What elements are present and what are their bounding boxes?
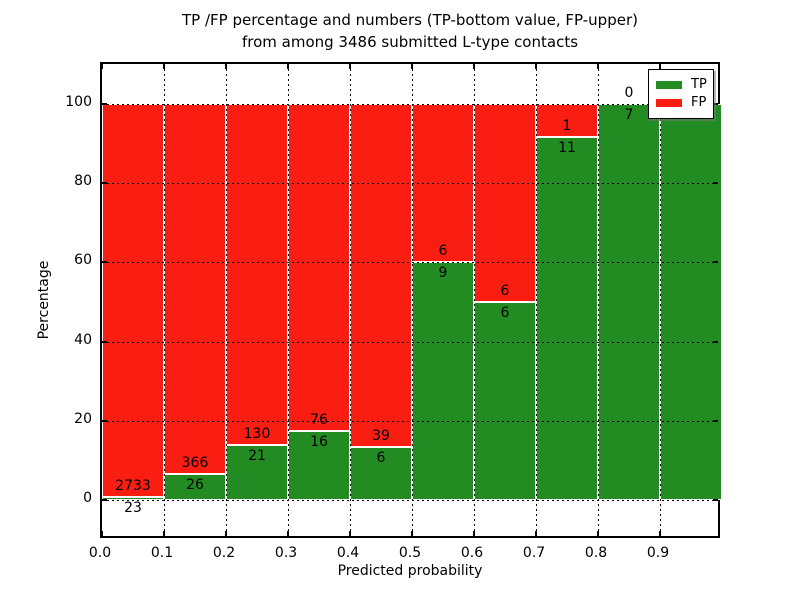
tick-left-60 (102, 261, 107, 264)
gridline-y-100 (102, 103, 718, 105)
tp-legend-swatch (656, 81, 682, 89)
tick-bottom-0.9 (659, 531, 661, 536)
gridline-y-20 (102, 421, 718, 422)
chart-title: TP /FP percentage and numbers (TP-bottom… (100, 9, 720, 53)
gridline-x-0.3 (288, 64, 289, 536)
x-tick-label-0.2: 0.2 (212, 545, 236, 561)
legend-label-tp: TP (691, 77, 707, 92)
bar-segment-fp-7 (536, 103, 598, 137)
tick-top-0.3 (287, 64, 289, 69)
tick-right-20 (713, 420, 718, 422)
x-tick-label-0.9: 0.9 (646, 545, 670, 561)
bar-segment-tp-4 (350, 447, 412, 501)
legend-row-fp: FP (656, 94, 706, 112)
y-axis-label: Percentage (36, 260, 52, 340)
tick-right-80 (713, 182, 718, 184)
bar-segment-tp-7 (536, 136, 598, 501)
bar-segment-tp-9 (660, 103, 722, 501)
bar-segment-tp-5 (412, 262, 474, 501)
bar-segment-fp-3 (288, 103, 350, 432)
x-tick-label-0.4: 0.4 (336, 545, 360, 561)
tick-bottom-0.2 (225, 531, 227, 536)
gridline-y-40 (102, 341, 718, 343)
tick-left-100 (102, 102, 107, 105)
tick-top-0.2 (225, 64, 227, 69)
legend-row-tp: TP (656, 76, 707, 94)
tick-left-20 (102, 420, 107, 422)
fp-legend-swatch (656, 99, 682, 107)
bar-segment-tp-2 (226, 445, 288, 501)
tp-count-label-0: 23 (124, 500, 142, 517)
tick-top-0.5 (411, 64, 413, 69)
chart-title-line1: TP /FP percentage and numbers (TP-bottom… (182, 11, 638, 29)
bar-segment-tp-8 (598, 103, 660, 501)
bar-segment-fp-5 (412, 103, 474, 263)
bar-segment-tp-0 (102, 497, 164, 501)
x-tick-label-0.7: 0.7 (522, 545, 546, 561)
tick-bottom-0.0 (101, 531, 103, 536)
bar-segment-fp-6 (474, 103, 536, 302)
y-tick-label-80: 80 (74, 173, 92, 189)
gridline-x-0.7 (536, 64, 537, 536)
tick-right-60 (713, 261, 718, 264)
y-tick-label-0: 0 (83, 490, 92, 507)
bar-segment-tp-1 (164, 474, 226, 501)
tick-top-0.6 (473, 64, 475, 69)
y-tick-label-40: 40 (74, 331, 92, 348)
chart-title-line2: from among 3486 submitted L-type contact… (241, 33, 579, 51)
tick-bottom-0.8 (597, 531, 599, 536)
x-axis-label: Predicted probability (337, 563, 483, 579)
x-tick-label-0.5: 0.5 (398, 545, 422, 561)
x-tick-label-0.1: 0.1 (150, 545, 174, 561)
tick-top-0.4 (349, 64, 351, 69)
tick-right-0 (713, 499, 718, 502)
y-tick-label-20: 20 (74, 411, 92, 427)
tick-top-0.1 (163, 64, 165, 69)
gridline-x-0.1 (164, 64, 165, 536)
gridline-x-0.9 (660, 64, 661, 536)
bar-segment-tp-6 (474, 302, 536, 501)
tick-top-0.9 (659, 64, 661, 69)
gridline-y-60 (102, 262, 718, 264)
tick-right-100 (713, 102, 718, 105)
y-tick-label-100: 100 (65, 93, 92, 110)
x-tick-label-0.6: 0.6 (460, 545, 484, 561)
tick-bottom-0.1 (163, 531, 165, 536)
bar-segment-tp-3 (288, 431, 350, 501)
y-tick-label-60: 60 (74, 252, 92, 269)
tick-bottom-0.3 (287, 531, 289, 536)
bar-segment-fp-2 (226, 103, 288, 446)
plot-area: 2733233662613021761639669661110704TPFP (100, 62, 722, 538)
gridline-y-80 (102, 183, 718, 184)
x-tick-label-0.3: 0.3 (274, 545, 298, 561)
tick-bottom-0.7 (535, 531, 537, 536)
bar-segment-fp-0 (102, 103, 164, 497)
gridline-x-0.2 (226, 64, 227, 536)
bar-segment-fp-1 (164, 103, 226, 474)
tick-bottom-0.4 (349, 531, 351, 536)
legend-label-fp: FP (691, 95, 707, 110)
tick-bottom-0.5 (411, 531, 413, 536)
legend: TP FP (648, 69, 714, 119)
tick-top-0.7 (535, 64, 537, 69)
tick-left-0 (102, 499, 107, 502)
tick-left-80 (102, 182, 107, 184)
tick-right-40 (713, 340, 718, 343)
bar-segment-fp-4 (350, 103, 412, 448)
gridline-x-0.6 (474, 64, 475, 536)
gridline-y-0 (102, 500, 718, 502)
gridline-x-0.5 (412, 64, 413, 536)
tick-bottom-0.6 (473, 531, 475, 536)
gridline-x-0.4 (350, 64, 351, 536)
x-tick-label-0.0: 0.0 (88, 545, 112, 561)
tick-top-0.0 (101, 64, 103, 69)
x-tick-label-0.8: 0.8 (584, 545, 608, 561)
tick-top-0.8 (597, 64, 599, 69)
tick-left-40 (102, 340, 107, 343)
gridline-x-0.8 (598, 64, 599, 536)
